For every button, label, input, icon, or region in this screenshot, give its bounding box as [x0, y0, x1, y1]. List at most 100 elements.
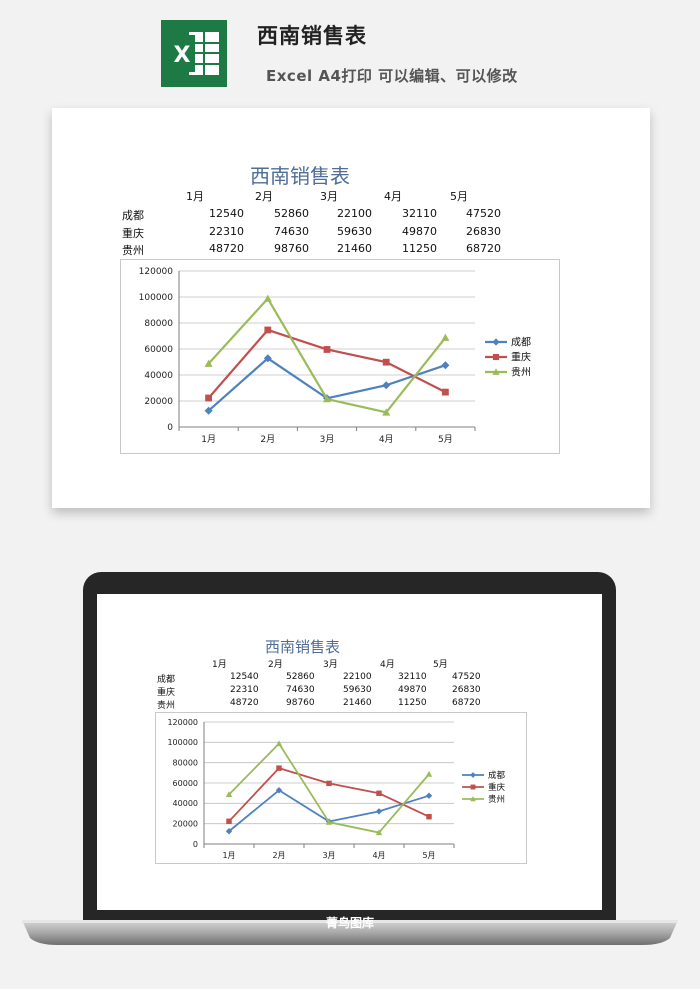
month-header: 3月	[320, 190, 338, 203]
legend-marker	[492, 338, 500, 346]
data-point	[382, 408, 391, 416]
y-tick-label: 0	[167, 423, 173, 433]
sheet-preview-card: 西南销售表 1月 2月 3月 4月 5月 成都 12540 52860 22100 32110 475…	[52, 108, 650, 508]
legend-label: 成都	[488, 770, 506, 781]
data-cell: 48720	[209, 242, 244, 255]
data-point	[441, 333, 450, 341]
data-point	[376, 790, 382, 797]
data-cell: 52860	[274, 207, 309, 220]
x-tick-label: 4月	[372, 851, 385, 860]
month-header: 1月	[212, 660, 227, 670]
legend-label: 贵州	[511, 365, 531, 378]
data-cell: 26830	[466, 225, 501, 238]
series-line-成都	[228, 789, 430, 832]
data-cell: 59630	[337, 225, 372, 238]
month-header: 3月	[323, 660, 338, 670]
x-tick-label: 5月	[438, 434, 453, 445]
data-point	[375, 808, 383, 815]
data-cell: 68720	[452, 698, 481, 708]
brand-label: 菁鸟图库	[325, 916, 374, 930]
data-cell: 48720	[230, 698, 259, 708]
y-tick-label: 100000	[139, 293, 174, 303]
data-cell: 98760	[274, 242, 309, 255]
logo-letter: X	[174, 43, 191, 68]
data-cell: 49870	[402, 225, 437, 238]
data-cell: 47520	[452, 672, 481, 682]
data-cell: 22100	[343, 672, 372, 682]
sheet-title: 西南销售表	[265, 638, 341, 656]
y-tick-label: 80000	[144, 319, 173, 329]
laptop-base	[22, 920, 678, 945]
data-point	[426, 814, 432, 820]
data-cell: 49870	[398, 685, 427, 695]
data-cell: 22100	[337, 207, 372, 220]
data-point	[441, 361, 450, 370]
legend-label: 成都	[511, 336, 531, 348]
data-point	[275, 740, 283, 747]
data-cell: 32110	[398, 672, 427, 682]
data-cell: 22310	[209, 225, 244, 238]
y-tick-label: 100000	[167, 738, 198, 747]
data-point	[263, 354, 272, 363]
month-header: 4月	[380, 660, 395, 670]
data-point	[276, 765, 282, 771]
data-point	[425, 770, 433, 777]
excel-logo-icon: X	[161, 20, 227, 87]
y-tick-label: 80000	[173, 758, 198, 767]
line-chart: 0 20000 40000 60000 80000 100000 120000 1月 2月 3月 4…	[120, 259, 560, 454]
row-name: 重庆	[157, 688, 176, 698]
legend-marker	[470, 796, 476, 802]
data-point	[375, 829, 383, 836]
x-tick-label: 2月	[260, 434, 275, 445]
data-point	[325, 818, 333, 825]
data-cell: 22310	[230, 685, 259, 695]
x-tick-label: 5月	[422, 851, 435, 860]
y-tick-label: 60000	[144, 345, 173, 355]
legend-label: 重庆	[488, 782, 506, 793]
data-point	[204, 359, 213, 367]
legend-marker	[492, 353, 500, 361]
y-tick-label: 40000	[144, 371, 173, 381]
y-tick-label: 120000	[139, 267, 174, 277]
legend-marker	[492, 368, 500, 375]
y-tick-label: 20000	[173, 819, 198, 828]
data-point	[442, 388, 449, 396]
y-tick-label: 40000	[173, 799, 198, 808]
x-tick-label: 1月	[201, 434, 216, 445]
row-name: 贵州	[122, 244, 144, 257]
x-tick-label: 3月	[322, 851, 335, 860]
data-cell: 21460	[337, 242, 372, 255]
laptop-screen: 西南销售表 1月 2月 3月 4月 5月 成都 12540 52860 22100 32110 475…	[97, 594, 602, 910]
y-tick-label: 60000	[173, 779, 198, 788]
y-tick-label: 20000	[144, 397, 173, 407]
data-cell: 59630	[343, 685, 372, 695]
data-point	[263, 294, 272, 302]
series-line-重庆	[228, 767, 430, 822]
sheet-title: 西南销售表	[250, 164, 350, 188]
month-header: 2月	[255, 190, 273, 203]
data-point	[225, 791, 233, 798]
legend-label: 重庆	[511, 350, 531, 363]
month-header: 5月	[450, 190, 468, 203]
data-point	[425, 792, 433, 799]
data-cell: 21460	[343, 698, 372, 708]
data-cell: 74630	[274, 225, 309, 238]
line-chart: 0 20000 40000 60000 80000 100000 120000 1月 2月 3月 4…	[155, 712, 527, 864]
row-name: 成都	[122, 209, 144, 222]
data-point	[382, 358, 390, 366]
data-cell: 52860	[286, 672, 315, 682]
series-line-成都	[207, 357, 446, 412]
row-name: 贵州	[157, 701, 176, 711]
data-point	[226, 818, 232, 825]
month-header: 5月	[433, 660, 448, 670]
legend-marker	[470, 784, 476, 790]
month-header: 2月	[268, 660, 283, 670]
data-point	[264, 326, 272, 334]
y-tick-label: 0	[193, 840, 198, 849]
data-cell: 47520	[466, 207, 501, 220]
legend-marker	[470, 772, 476, 778]
row-name: 成都	[157, 675, 176, 685]
data-cell: 11250	[402, 242, 437, 255]
data-cell: 26830	[452, 685, 481, 695]
data-cell: 12540	[209, 207, 244, 220]
